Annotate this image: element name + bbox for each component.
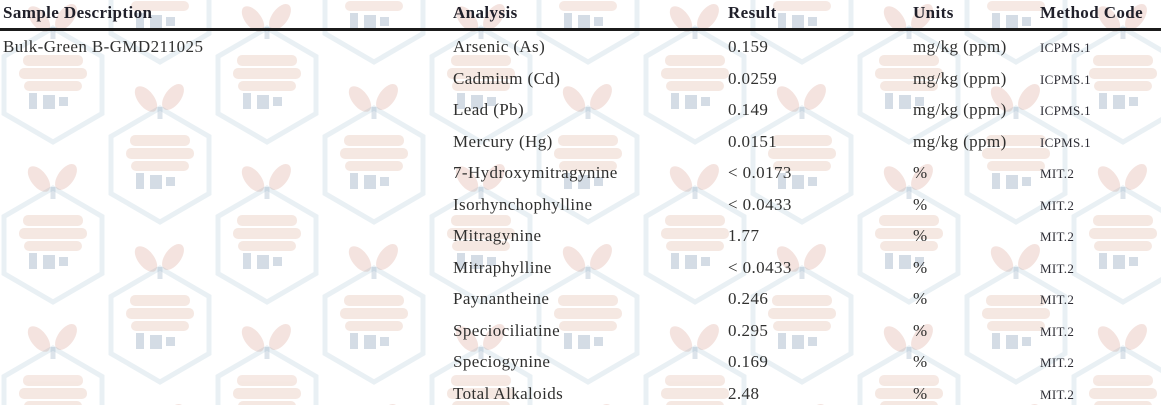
- units-cell: mg/kg (ppm): [913, 31, 1040, 63]
- units-cell: %: [913, 283, 1040, 315]
- sample-description-cell: Bulk-Green B-GMD211025: [3, 31, 453, 63]
- analysis-cell: Mercury (Hg): [453, 126, 728, 158]
- result-cell: 0.159: [728, 31, 913, 63]
- result-cell: 0.0259: [728, 63, 913, 95]
- units-cell: %: [913, 315, 1040, 347]
- method-code-cell: ICPMS.1: [1040, 32, 1158, 64]
- header-method-code: Method Code: [1040, 0, 1158, 25]
- method-code-cell: ICPMS.1: [1040, 64, 1158, 96]
- header-result: Result: [728, 0, 913, 25]
- method-code-cell: ICPMS.1: [1040, 95, 1158, 127]
- units-cell: %: [913, 378, 1040, 410]
- header-sample-description: Sample Description: [3, 0, 453, 25]
- units-cell: %: [913, 220, 1040, 252]
- result-cell: < 0.0433: [728, 252, 913, 284]
- method-code-cell: MIT.2: [1040, 221, 1158, 253]
- table-row: Isorhynchophylline< 0.0433%MIT.2: [0, 189, 1161, 221]
- analysis-cell: Total Alkaloids: [453, 378, 728, 410]
- result-cell: < 0.0173: [728, 157, 913, 189]
- method-code-cell: MIT.2: [1040, 253, 1158, 285]
- units-cell: mg/kg (ppm): [913, 63, 1040, 95]
- method-code-cell: MIT.2: [1040, 190, 1158, 222]
- units-cell: %: [913, 157, 1040, 189]
- result-cell: 0.246: [728, 283, 913, 315]
- result-cell: 0.0151: [728, 126, 913, 158]
- analysis-cell: Paynantheine: [453, 283, 728, 315]
- analysis-cell: Isorhynchophylline: [453, 189, 728, 221]
- method-code-cell: MIT.2: [1040, 316, 1158, 348]
- analysis-cell: Cadmium (Cd): [453, 63, 728, 95]
- analysis-cell: Speciociliatine: [453, 315, 728, 347]
- method-code-cell: MIT.2: [1040, 158, 1158, 190]
- units-cell: mg/kg (ppm): [913, 126, 1040, 158]
- method-code-cell: ICPMS.1: [1040, 127, 1158, 159]
- method-code-cell: MIT.2: [1040, 347, 1158, 379]
- result-cell: 0.169: [728, 346, 913, 378]
- header-analysis: Analysis: [453, 0, 728, 25]
- units-cell: %: [913, 252, 1040, 284]
- analysis-cell: 7-Hydroxymitragynine: [453, 157, 728, 189]
- analysis-cell: Mitraphylline: [453, 252, 728, 284]
- result-cell: 1.77: [728, 220, 913, 252]
- units-cell: %: [913, 346, 1040, 378]
- analysis-cell: Mitragynine: [453, 220, 728, 252]
- analysis-cell: Arsenic (As): [453, 31, 728, 63]
- method-code-cell: MIT.2: [1040, 284, 1158, 316]
- method-code-cell: MIT.2: [1040, 379, 1158, 410]
- units-cell: mg/kg (ppm): [913, 94, 1040, 126]
- analysis-cell: Speciogynine: [453, 346, 728, 378]
- result-cell: 0.149: [728, 94, 913, 126]
- table-row: 7-Hydroxymitragynine< 0.0173%MIT.2: [0, 157, 1161, 189]
- result-cell: < 0.0433: [728, 189, 913, 221]
- table-row: Mitraphylline< 0.0433%MIT.2: [0, 252, 1161, 284]
- analysis-cell: Lead (Pb): [453, 94, 728, 126]
- header-units: Units: [913, 0, 1040, 25]
- units-cell: %: [913, 189, 1040, 221]
- result-cell: 0.295: [728, 315, 913, 347]
- result-cell: 2.48: [728, 378, 913, 410]
